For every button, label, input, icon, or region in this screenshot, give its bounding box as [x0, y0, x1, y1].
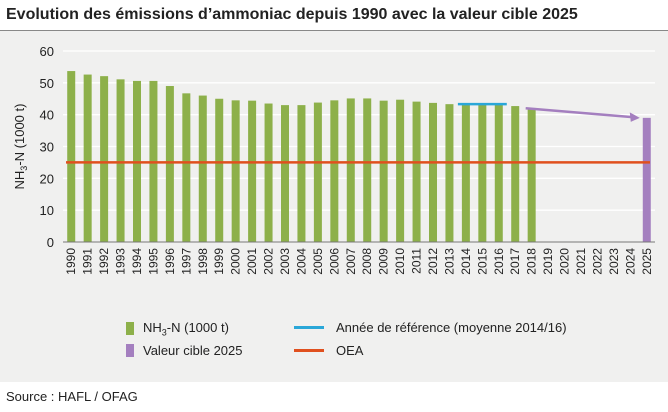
bar-nh3-2017: [511, 106, 520, 243]
y-tick-label-30: 30: [40, 140, 54, 155]
x-tick-label-2001: 2001: [245, 248, 259, 275]
bar-nh3-2003: [281, 105, 289, 242]
legend-item-oea: OEA: [294, 343, 363, 358]
x-tick-label-2011: 2011: [410, 248, 424, 274]
x-tick-label-1992: 1992: [97, 248, 111, 275]
y-axis-label: NH3-N (1000 t): [12, 104, 29, 190]
trend-arrowhead: [629, 112, 640, 122]
legend-label-nh3: NH3-N (1000 t): [143, 320, 229, 338]
x-tick-label-2018: 2018: [525, 248, 539, 275]
x-tick-label-2009: 2009: [377, 248, 391, 275]
bar-nh3-2015: [478, 103, 487, 243]
bar-nh3-2013: [445, 104, 454, 242]
legend-item-nh3: NH3-N (1000 t): [126, 320, 229, 338]
legend-swatch-nh3: [126, 322, 134, 336]
legend-label-target: Valeur cible 2025: [143, 343, 243, 358]
bar-nh3-2011: [412, 101, 421, 243]
x-tick-label-1994: 1994: [130, 248, 144, 275]
chart-panel: 0 10 20 30 40 50 60 1990 1991 1992 1993 1994 1995 199…: [0, 31, 668, 382]
x-tick-label-2024: 2024: [623, 248, 637, 275]
x-tick-label-2007: 2007: [344, 248, 358, 275]
legend-label-reference: Année de référence (moyenne 2014/16): [336, 320, 567, 335]
bar-nh3-1991: [83, 74, 92, 242]
bar-nh3-2007: [346, 98, 355, 242]
y-tick-label-20: 20: [40, 171, 54, 186]
chart-title: Evolution des émissions d’ammoniac depui…: [6, 6, 578, 23]
x-tick-label-2006: 2006: [327, 248, 341, 275]
bar-nh3-1999: [215, 98, 224, 242]
bar-nh3-2005: [313, 102, 322, 242]
bar-nh3-1990: [67, 71, 76, 243]
bar-nh3-2004: [297, 105, 306, 242]
x-tick-label-2004: 2004: [294, 248, 308, 275]
bar-nh3-2002: [264, 103, 273, 243]
x-tick-label-1997: 1997: [179, 248, 193, 275]
x-tick-label-1998: 1998: [196, 248, 210, 275]
y-tick-label-0: 0: [47, 235, 54, 250]
legend-swatch-reference: [294, 326, 324, 329]
bar-nh3-1992: [100, 76, 109, 242]
title-divider: [0, 30, 668, 31]
bar-nh3-2014: [461, 104, 470, 242]
source-note: Source : HAFL / OFAG: [6, 389, 138, 404]
x-tick-label-2016: 2016: [492, 248, 506, 275]
x-tick-label-2012: 2012: [426, 248, 440, 275]
bar-nh3-2009: [379, 100, 388, 242]
bar-target-2025: [642, 117, 651, 242]
bar-nh3-1997: [182, 93, 191, 242]
x-tick-label-2025: 2025: [640, 248, 654, 275]
bar-nh3-2016: [494, 104, 503, 242]
x-tick-label-2023: 2023: [607, 248, 621, 275]
bar-nh3-1998: [198, 95, 207, 242]
x-tick-label-1990: 1990: [64, 248, 78, 275]
y-tick-label-10: 10: [40, 203, 54, 218]
legend-swatch-oea: [294, 349, 324, 352]
x-tick-label-2005: 2005: [311, 248, 325, 275]
x-tick-label-2000: 2000: [229, 248, 243, 275]
bar-nh3-2012: [429, 102, 437, 242]
x-tick-label-2021: 2021: [574, 248, 588, 275]
x-tick-label-2020: 2020: [558, 248, 572, 275]
legend-item-target: Valeur cible 2025: [126, 343, 243, 358]
x-tick-label-1996: 1996: [163, 248, 177, 275]
x-tick-label-1993: 1993: [114, 248, 128, 275]
x-tick-label-2014: 2014: [459, 248, 473, 275]
x-tick-label-1995: 1995: [146, 248, 160, 275]
y-tick-label-50: 50: [40, 76, 54, 91]
x-tick-label-2003: 2003: [278, 248, 292, 275]
legend-item-reference: Année de référence (moyenne 2014/16): [294, 320, 567, 335]
bar-nh3-2001: [248, 100, 257, 242]
x-tick-label-2010: 2010: [393, 248, 407, 275]
x-tick-label-2015: 2015: [475, 248, 489, 275]
trend-arrow-line: [525, 107, 634, 119]
legend-label-oea: OEA: [336, 343, 364, 358]
x-tick-label-2013: 2013: [442, 248, 456, 275]
x-tick-label-2002: 2002: [262, 248, 276, 275]
x-tick-label-1999: 1999: [212, 248, 226, 275]
bar-nh3-2000: [231, 100, 240, 242]
bar-nh3-2010: [396, 99, 405, 242]
bar-nh3-2008: [363, 98, 372, 242]
bar-nh3-2018: [527, 107, 536, 243]
x-tick-label-2017: 2017: [508, 248, 522, 275]
bar-nh3-2006: [330, 100, 339, 242]
y-tick-label-60: 60: [40, 44, 54, 59]
y-tick-label-40: 40: [40, 108, 54, 123]
x-tick-label-2022: 2022: [590, 248, 604, 275]
x-tick-label-1991: 1991: [81, 248, 95, 275]
x-tick-label-2008: 2008: [360, 248, 374, 275]
bar-nh3-1993: [116, 79, 125, 242]
bar-nh3-1996: [165, 86, 174, 242]
x-tick-label-2019: 2019: [541, 248, 555, 275]
legend-swatch-target: [126, 344, 134, 357]
